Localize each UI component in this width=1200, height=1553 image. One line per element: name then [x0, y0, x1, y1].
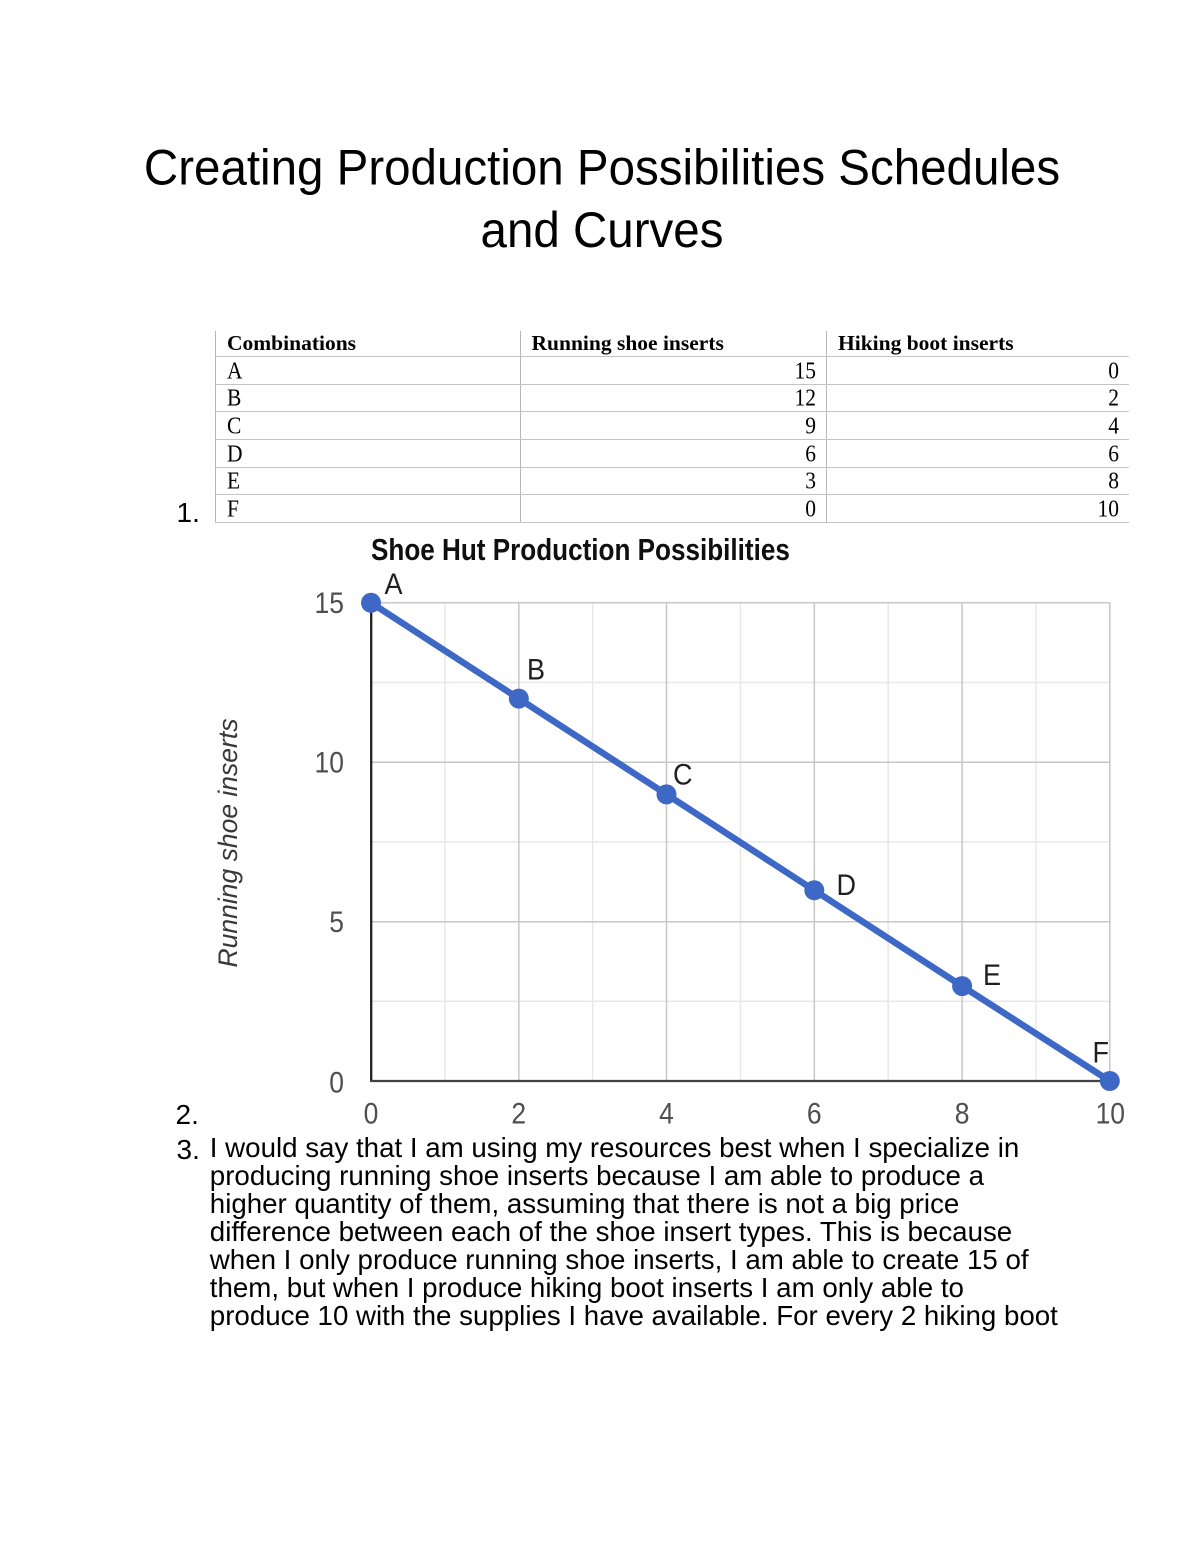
svg-text:C: C [673, 759, 693, 791]
svg-text:8: 8 [955, 1097, 970, 1130]
svg-text:2: 2 [511, 1097, 526, 1130]
svg-text:15: 15 [315, 587, 344, 620]
svg-text:0: 0 [364, 1097, 379, 1130]
svg-text:0: 0 [329, 1066, 344, 1099]
svg-text:Shoe Hut Production Possibilit: Shoe Hut Production Possibilities [371, 532, 790, 566]
svg-text:Running shoe inserts: Running shoe inserts [213, 719, 243, 968]
svg-text:10: 10 [1096, 1097, 1125, 1130]
svg-text:B: B [527, 654, 545, 686]
svg-text:4: 4 [659, 1097, 674, 1130]
svg-text:F: F [1093, 1037, 1109, 1069]
svg-text:6: 6 [807, 1097, 822, 1130]
svg-text:D: D [837, 869, 857, 901]
svg-text:10: 10 [315, 746, 344, 779]
svg-text:A: A [385, 568, 403, 600]
svg-text:5: 5 [329, 906, 344, 939]
svg-text:E: E [983, 959, 1001, 991]
